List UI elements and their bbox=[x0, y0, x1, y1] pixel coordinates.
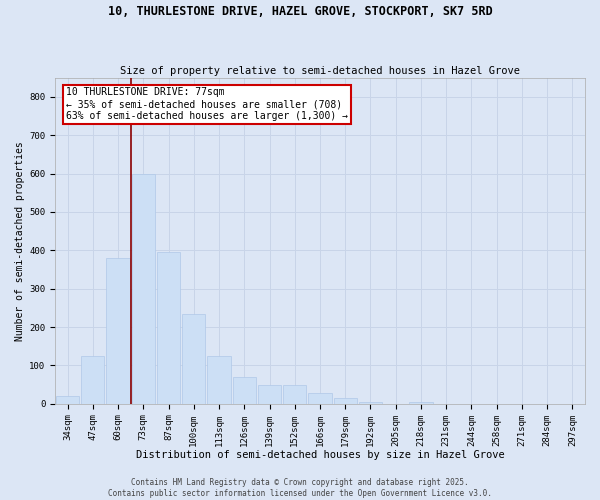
Bar bbox=[258, 384, 281, 404]
Bar bbox=[208, 356, 230, 404]
Bar bbox=[182, 314, 205, 404]
Bar bbox=[283, 384, 307, 404]
X-axis label: Distribution of semi-detached houses by size in Hazel Grove: Distribution of semi-detached houses by … bbox=[136, 450, 505, 460]
Bar bbox=[157, 252, 180, 404]
Text: 10 THURLESTONE DRIVE: 77sqm
← 35% of semi-detached houses are smaller (708)
63% : 10 THURLESTONE DRIVE: 77sqm ← 35% of sem… bbox=[65, 88, 347, 120]
Bar bbox=[81, 356, 104, 404]
Text: Contains HM Land Registry data © Crown copyright and database right 2025.
Contai: Contains HM Land Registry data © Crown c… bbox=[108, 478, 492, 498]
Bar bbox=[308, 393, 332, 404]
Bar bbox=[334, 398, 357, 404]
Bar bbox=[106, 258, 130, 404]
Bar bbox=[409, 402, 433, 404]
Bar bbox=[233, 377, 256, 404]
Bar bbox=[359, 402, 382, 404]
Text: 10, THURLESTONE DRIVE, HAZEL GROVE, STOCKPORT, SK7 5RD: 10, THURLESTONE DRIVE, HAZEL GROVE, STOC… bbox=[107, 5, 493, 18]
Title: Size of property relative to semi-detached houses in Hazel Grove: Size of property relative to semi-detach… bbox=[120, 66, 520, 76]
Bar bbox=[132, 174, 155, 404]
Bar bbox=[56, 396, 79, 404]
Y-axis label: Number of semi-detached properties: Number of semi-detached properties bbox=[15, 141, 25, 340]
